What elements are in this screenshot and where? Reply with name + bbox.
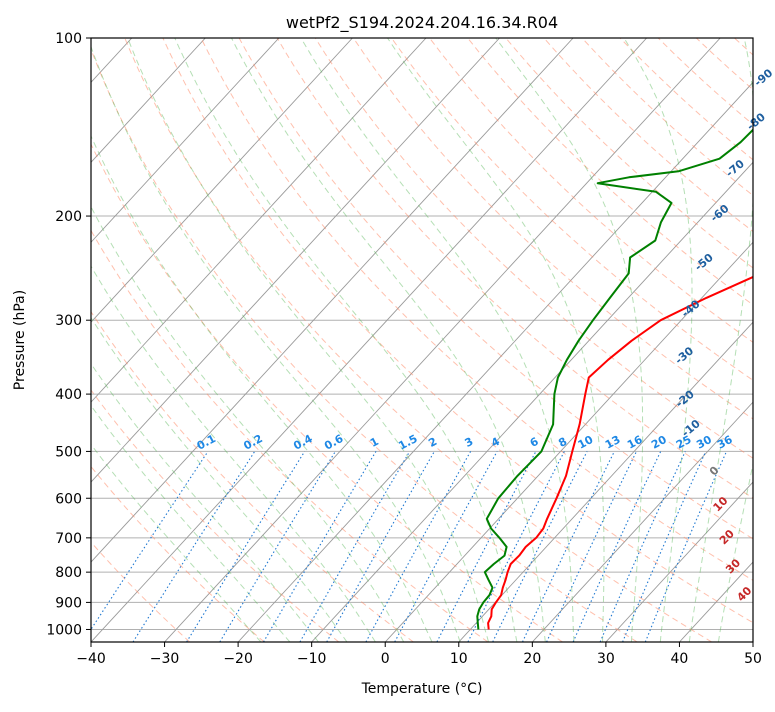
chart-title: wetPf2_S194.2024.204.16.34.R04: [286, 13, 558, 33]
x-tick-label: 20: [523, 651, 541, 667]
x-tick-label: −30: [150, 651, 180, 667]
x-tick-label: −10: [297, 651, 327, 667]
x-tick-label: −20: [223, 651, 253, 667]
x-axis-label: Temperature (°C): [361, 681, 483, 697]
x-tick-label: 10: [450, 651, 468, 667]
y-tick-label: 300: [55, 313, 82, 329]
y-tick-label: 700: [55, 531, 82, 547]
y-tick-label: 900: [55, 595, 82, 611]
y-tick-label: 800: [55, 565, 82, 581]
x-tick-label: 50: [744, 651, 762, 667]
y-tick-label: 100: [55, 31, 82, 47]
y-tick-label: 500: [55, 444, 82, 460]
y-tick-label: 200: [55, 209, 82, 225]
x-tick-label: 30: [597, 651, 615, 667]
y-tick-label: 600: [55, 491, 82, 507]
x-tick-label: −40: [76, 651, 106, 667]
y-tick-label: 1000: [46, 622, 82, 638]
x-tick-label: 40: [671, 651, 689, 667]
y-axis-label: Pressure (hPa): [12, 290, 28, 390]
y-tick-label: 400: [55, 387, 82, 403]
x-tick-label: 0: [381, 651, 390, 667]
